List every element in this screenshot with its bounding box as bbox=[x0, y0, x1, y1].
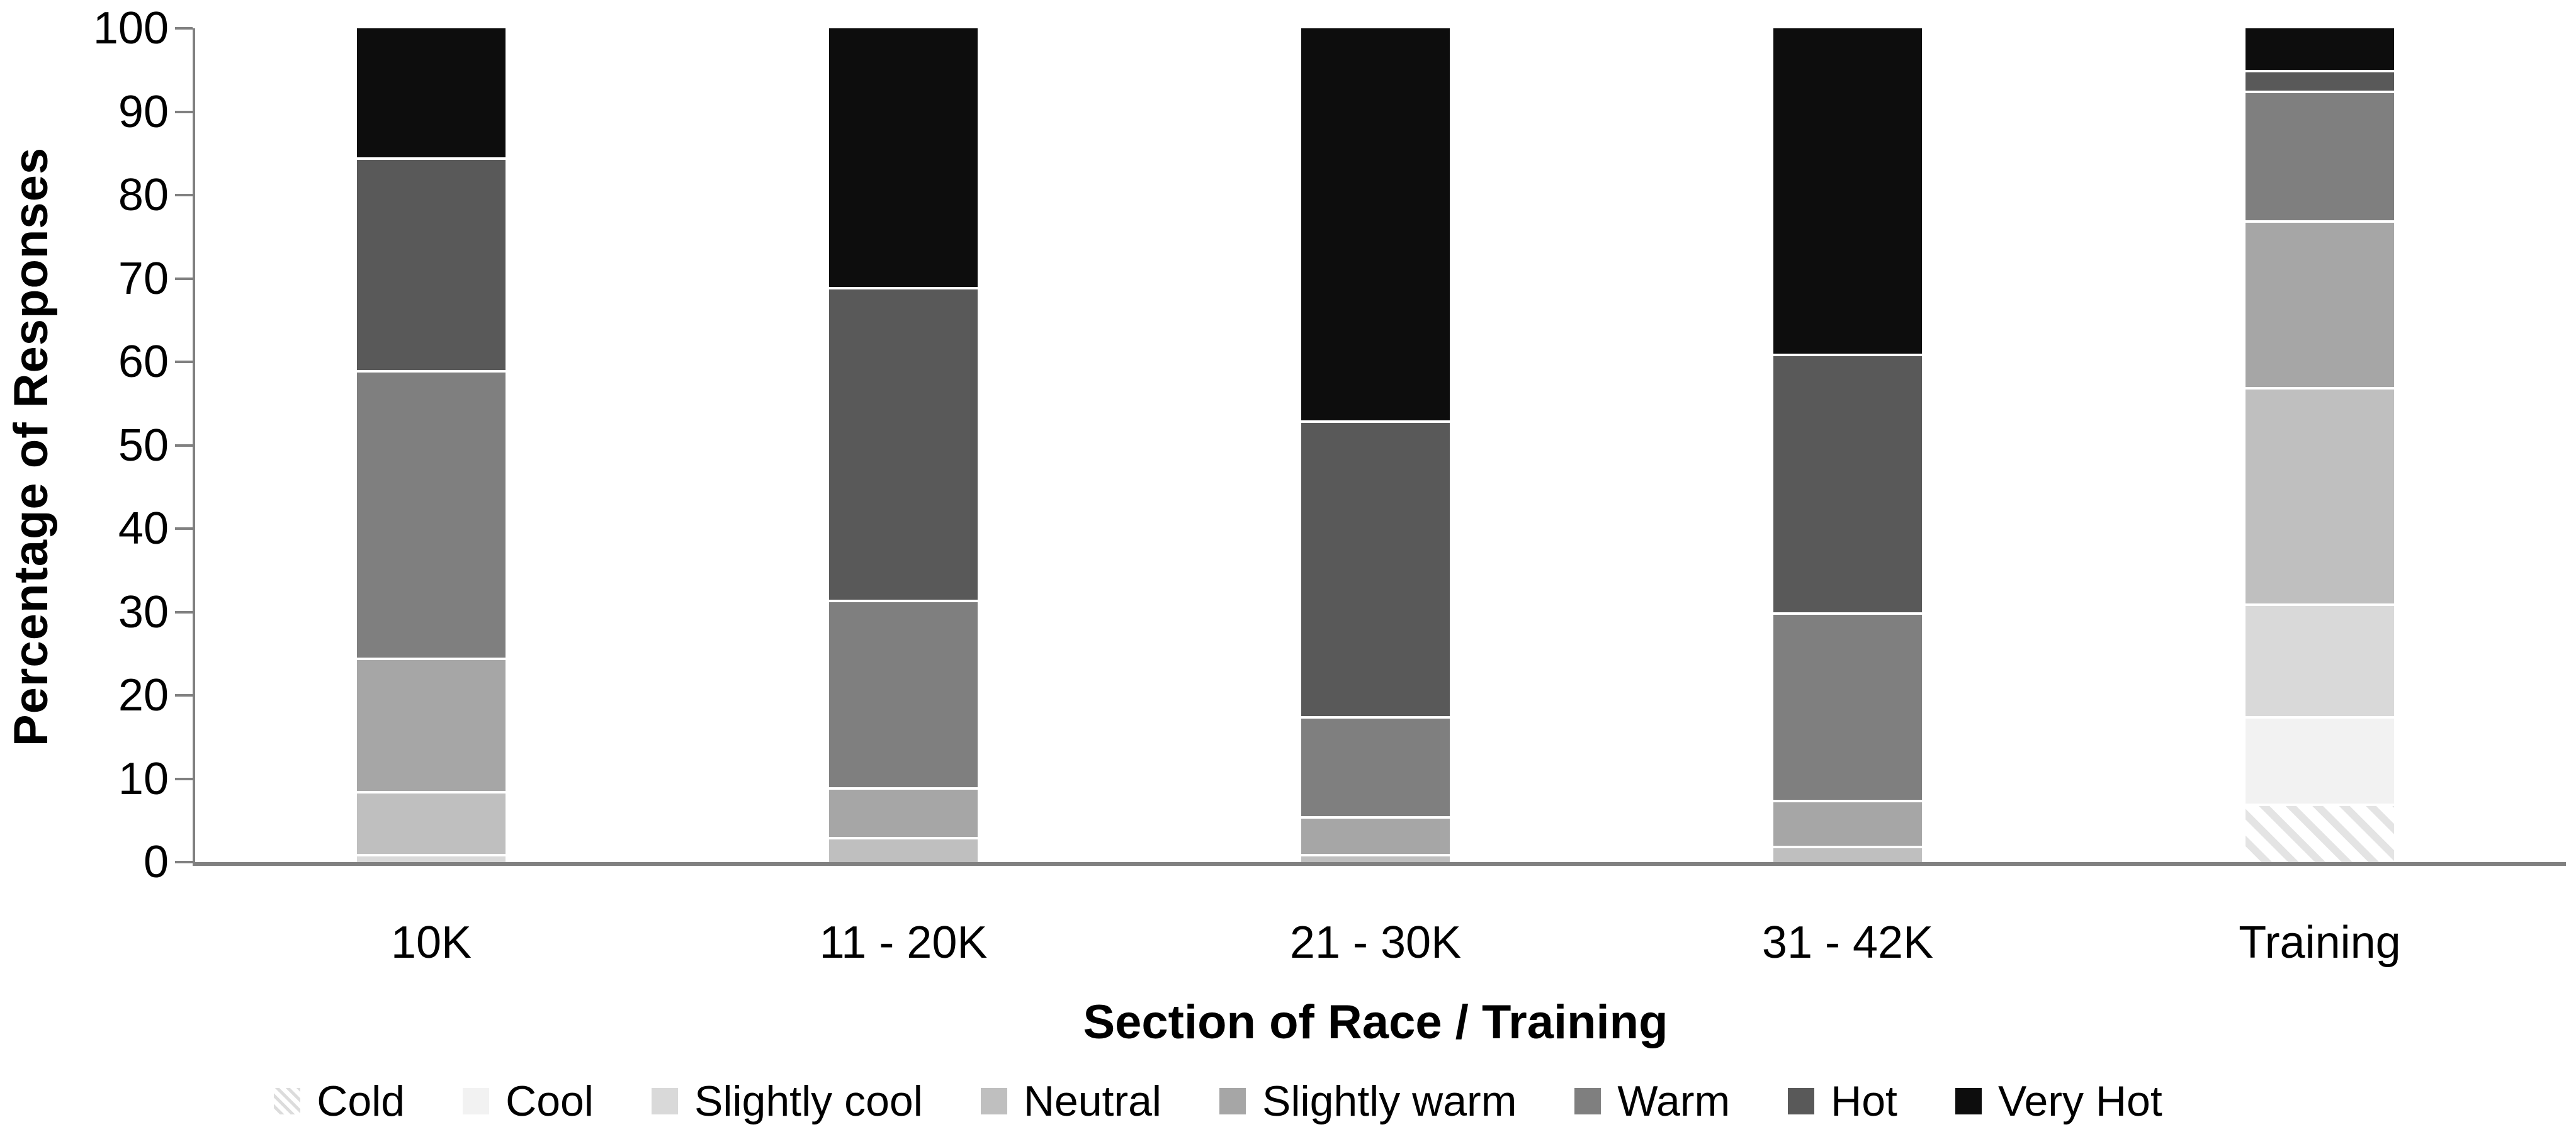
bar-segment-neutral bbox=[1301, 853, 1450, 862]
legend-label: Slightly cool bbox=[694, 1077, 923, 1125]
legend-swatch-hot bbox=[1788, 1088, 1815, 1114]
y-tick-mark bbox=[175, 610, 193, 614]
y-tick-label: 40 bbox=[118, 503, 169, 554]
y-tick-label: 30 bbox=[118, 586, 169, 637]
bar-segment-neutral bbox=[1773, 845, 1922, 862]
stacked-bar bbox=[357, 28, 506, 862]
legend-label: Very Hot bbox=[1997, 1077, 2162, 1125]
bar-segment-very-hot bbox=[1773, 28, 1922, 354]
bar-column bbox=[1139, 28, 1612, 862]
stacked-bar bbox=[1773, 28, 1922, 862]
legend-item: Cool bbox=[463, 1077, 594, 1126]
bar-column bbox=[1612, 28, 2084, 862]
bar-segment-hot bbox=[1301, 420, 1450, 717]
bar-segment-very-hot bbox=[357, 28, 506, 158]
bar-segment-cold bbox=[2246, 804, 2394, 862]
x-axis-title: Section of Race / Training bbox=[1083, 995, 1668, 1049]
legend-label: Neutral bbox=[1023, 1077, 1162, 1125]
bar-segment-slightly-warm bbox=[2246, 220, 2394, 387]
x-axis-label: 31 - 42K bbox=[1761, 917, 1934, 968]
legend-label: Cool bbox=[506, 1077, 594, 1125]
legend-label: Slightly warm bbox=[1262, 1077, 1517, 1125]
bar-segment-slightly-warm bbox=[1773, 799, 1922, 846]
y-tick-mark bbox=[175, 694, 193, 697]
x-axis-line bbox=[193, 862, 2566, 866]
bar-segment-warm bbox=[357, 370, 506, 658]
bar-segment-hot bbox=[1773, 353, 1922, 612]
bar-segment-hot bbox=[2246, 70, 2394, 91]
legend: Cold Cool Slightly cool Neutral Slightly war… bbox=[0, 1067, 2436, 1136]
y-tick-label: 100 bbox=[93, 3, 169, 53]
legend-swatch-slightly-cool bbox=[651, 1088, 678, 1114]
bar-segment-very-hot bbox=[2246, 28, 2394, 70]
y-tick-mark bbox=[175, 861, 193, 863]
y-tick-mark bbox=[175, 277, 193, 280]
legend-swatch-very-hot bbox=[1955, 1088, 1982, 1114]
bar-segment-slightly-cool bbox=[2246, 603, 2394, 717]
y-tick-mark bbox=[175, 777, 193, 780]
x-axis-label: 21 - 30K bbox=[1289, 917, 1462, 968]
legend-label: Cold bbox=[317, 1077, 405, 1125]
bar-segment-slightly-warm bbox=[829, 787, 978, 838]
bar-column bbox=[667, 28, 1139, 862]
bar-segment-neutral bbox=[2246, 386, 2394, 604]
bar-segment-slightly-warm bbox=[357, 658, 506, 792]
y-tick-label: 70 bbox=[118, 253, 169, 304]
stacked-bar bbox=[829, 28, 978, 862]
legend-swatch-warm bbox=[1574, 1088, 1602, 1114]
x-axis-labels: 10K 11 - 20K 21 - 30K 31 - 42K Training bbox=[195, 911, 2556, 974]
y-axis-line bbox=[193, 28, 195, 865]
y-tick-label: 60 bbox=[118, 337, 169, 387]
y-tick-label: 20 bbox=[118, 670, 169, 721]
y-tick-mark bbox=[175, 527, 193, 530]
legend-swatch-cold bbox=[274, 1088, 301, 1114]
bar-segment-hot bbox=[829, 286, 978, 600]
stacked-bar bbox=[2246, 28, 2394, 862]
bar-segment-neutral bbox=[357, 791, 506, 854]
y-tick-mark bbox=[175, 361, 193, 363]
legend-item: Neutral bbox=[980, 1077, 1162, 1126]
bar-segment-slightly-cool bbox=[357, 853, 506, 862]
y-tick-label: 90 bbox=[118, 86, 169, 137]
x-axis-label: 10K bbox=[390, 917, 472, 968]
y-tick-label: 0 bbox=[143, 837, 169, 887]
y-tick-label: 80 bbox=[118, 170, 169, 220]
bar-segment-warm bbox=[1301, 716, 1450, 817]
legend-item: Very Hot bbox=[1955, 1077, 2162, 1126]
x-axis-label: 11 - 20K bbox=[819, 917, 988, 968]
y-tick-mark bbox=[175, 444, 193, 447]
y-tick-mark bbox=[175, 27, 193, 30]
y-tick-mark bbox=[175, 194, 193, 196]
stacked-bar bbox=[1301, 28, 1450, 862]
legend-item: Slightly cool bbox=[651, 1077, 923, 1126]
bar-segment-hot bbox=[357, 157, 506, 371]
x-axis-label: Training bbox=[2239, 917, 2401, 968]
bar-segment-warm bbox=[1773, 612, 1922, 800]
legend-item: Slightly warm bbox=[1219, 1077, 1517, 1126]
y-tick-label: 50 bbox=[118, 420, 169, 471]
legend-label: Warm bbox=[1617, 1077, 1731, 1125]
bar-segment-slightly-warm bbox=[1301, 816, 1450, 854]
legend-label: Hot bbox=[1831, 1077, 1897, 1125]
y-tick-mark bbox=[175, 110, 193, 113]
legend-item: Cold bbox=[274, 1077, 405, 1126]
bar-segment-very-hot bbox=[1301, 28, 1450, 420]
bar-segment-warm bbox=[2246, 91, 2394, 220]
legend-swatch-slightly-warm bbox=[1219, 1088, 1246, 1114]
bar-segment-neutral bbox=[829, 837, 978, 862]
legend-item: Hot bbox=[1788, 1077, 1897, 1126]
legend-item: Warm bbox=[1574, 1077, 1730, 1126]
legend-swatch-cool bbox=[463, 1088, 490, 1114]
y-tick-label: 10 bbox=[118, 753, 169, 804]
legend-swatch-neutral bbox=[980, 1088, 1007, 1114]
bar-segment-warm bbox=[829, 599, 978, 787]
plot-area: 0 10 20 30 40 50 60 70 80 90 100 bbox=[93, 3, 2566, 887]
bar-segment-cool bbox=[2246, 716, 2394, 804]
bar-column bbox=[2084, 28, 2556, 862]
bar-column bbox=[195, 28, 667, 862]
bar-segment-very-hot bbox=[829, 28, 978, 287]
